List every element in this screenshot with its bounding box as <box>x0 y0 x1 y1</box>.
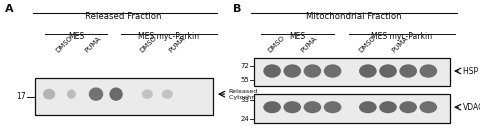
Text: HSP 60: HSP 60 <box>463 66 480 76</box>
Text: 55: 55 <box>240 77 250 83</box>
Ellipse shape <box>420 101 437 113</box>
Ellipse shape <box>359 64 377 78</box>
Text: PUMA: PUMA <box>168 35 186 54</box>
Ellipse shape <box>264 64 281 78</box>
Ellipse shape <box>304 101 321 113</box>
Ellipse shape <box>89 88 103 101</box>
Text: MES myc-Parkin: MES myc-Parkin <box>138 32 199 41</box>
Ellipse shape <box>283 101 301 113</box>
Text: B: B <box>233 4 241 14</box>
Text: 72: 72 <box>240 63 250 69</box>
Text: 24: 24 <box>240 116 250 122</box>
Ellipse shape <box>304 64 321 78</box>
Text: PUMA: PUMA <box>391 35 409 54</box>
Ellipse shape <box>399 64 417 78</box>
Text: MES: MES <box>289 32 305 41</box>
Ellipse shape <box>264 101 281 113</box>
Text: VDAC: VDAC <box>463 103 480 112</box>
Text: PUMA: PUMA <box>84 35 102 54</box>
Text: DMSO: DMSO <box>267 35 286 54</box>
Text: DMSO: DMSO <box>138 35 157 54</box>
Ellipse shape <box>399 101 417 113</box>
Ellipse shape <box>142 90 153 99</box>
Text: DMSO: DMSO <box>358 35 377 54</box>
Ellipse shape <box>283 64 301 78</box>
Ellipse shape <box>359 101 377 113</box>
Text: DMSO: DMSO <box>55 35 74 54</box>
Ellipse shape <box>324 101 341 113</box>
Text: Released Fraction: Released Fraction <box>84 12 161 21</box>
Ellipse shape <box>379 64 397 78</box>
Ellipse shape <box>324 64 341 78</box>
Bar <box>35 78 213 115</box>
Text: 17: 17 <box>16 92 25 101</box>
Ellipse shape <box>379 101 397 113</box>
Bar <box>254 94 450 123</box>
Text: PUMA: PUMA <box>300 35 318 54</box>
Ellipse shape <box>109 88 123 101</box>
Bar <box>254 58 450 86</box>
Text: MES myc-Parkin: MES myc-Parkin <box>372 32 432 41</box>
Text: MES: MES <box>68 32 84 41</box>
Text: 33: 33 <box>240 97 250 103</box>
Ellipse shape <box>420 64 437 78</box>
Text: A: A <box>4 4 13 14</box>
Ellipse shape <box>43 89 55 99</box>
Text: Released
Cytochrome C: Released Cytochrome C <box>229 89 274 100</box>
Text: Mitochondrial Fraction: Mitochondrial Fraction <box>306 12 402 21</box>
Ellipse shape <box>67 90 76 99</box>
Ellipse shape <box>162 90 173 99</box>
